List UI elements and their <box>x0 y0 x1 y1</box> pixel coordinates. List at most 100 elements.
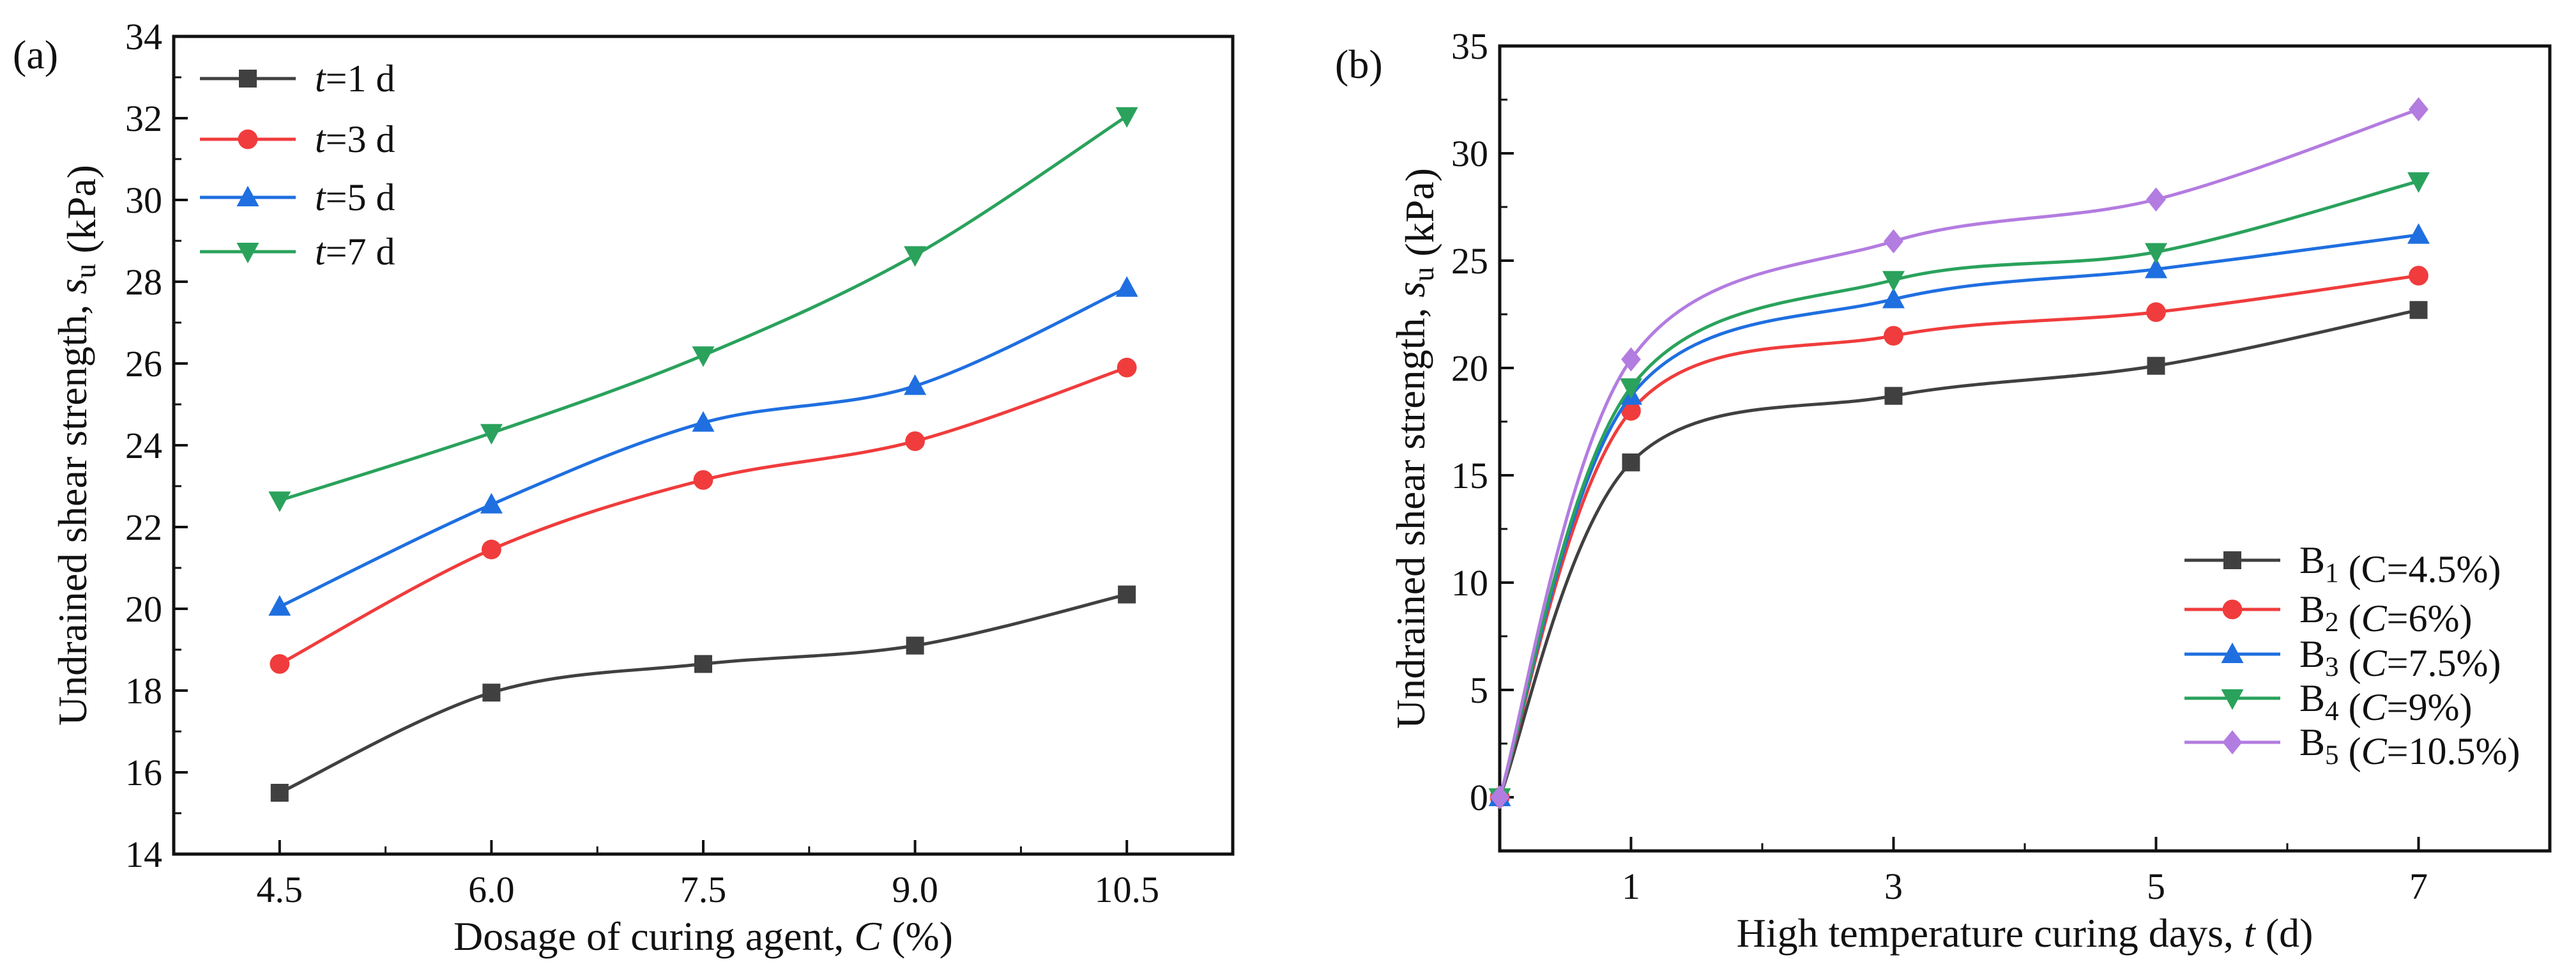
text-segment: t <box>315 231 326 273</box>
text-segment: B <box>2299 588 2325 631</box>
x-tick-label: 6.0 <box>468 869 515 910</box>
marker-circle <box>2409 266 2428 286</box>
y-tick-label: 30 <box>125 180 162 221</box>
series-line <box>1498 233 2419 798</box>
marker-circle <box>2222 599 2243 620</box>
marker-circle <box>238 129 258 149</box>
marker-diamond <box>1621 347 1641 372</box>
text-segment: High temperature curing days, <box>1737 910 2244 956</box>
y-tick-label: 26 <box>125 343 162 385</box>
series-1: t=1 d <box>200 57 1136 802</box>
marker-triangle-up <box>692 411 715 432</box>
text-segment: C <box>2361 642 2388 684</box>
text-segment: 2 <box>2325 608 2339 638</box>
y-tick-label: 5 <box>1470 669 1488 711</box>
text-segment: s <box>50 279 95 294</box>
marker-diamond <box>1490 785 1510 809</box>
text-segment: t <box>315 118 326 160</box>
legend-label: B3 (C=7.5%) <box>2299 633 2501 684</box>
text-segment: 3 <box>2325 652 2339 682</box>
text-segment: ( <box>2339 642 2361 684</box>
text-segment: =7.5%) <box>2387 642 2501 684</box>
marker-diamond <box>2222 730 2243 754</box>
series-line <box>1498 180 2420 798</box>
marker-square <box>482 684 501 702</box>
text-segment: (kPa) <box>1397 168 1442 267</box>
x-tick-label: 9.0 <box>892 869 938 910</box>
marker-triangle-down <box>1115 107 1138 128</box>
y-tick-label: 34 <box>125 16 162 57</box>
text-segment: s <box>1388 282 1433 298</box>
marker-square <box>270 784 289 802</box>
text-segment: C <box>2361 597 2388 639</box>
x-axis-label: Dosage of curing agent, C (%) <box>453 914 953 959</box>
chart-a: (a) 14 16 18 20 22 24 26 28 30 32 34 4.5 6.0 7.5 9.0 10.… <box>13 16 1235 959</box>
marker-triangle-down <box>1620 378 1642 399</box>
marker-square <box>2409 301 2428 319</box>
marker-triangle-down <box>692 346 715 367</box>
text-segment: (C=4.5%) <box>2339 548 2501 590</box>
y-axis-label: Undrained shear strength, su (kPa) <box>1388 168 1442 729</box>
y-axis-label: Undrained shear strength, su (kPa) <box>50 165 104 726</box>
y-tick-label: 18 <box>125 670 162 712</box>
text-segment: t <box>315 176 326 218</box>
y-tick-label: 10 <box>1451 562 1488 604</box>
marker-triangle-down <box>268 491 291 512</box>
marker-triangle-down <box>2221 689 2244 710</box>
text-segment: Dosage of curing agent, <box>453 914 854 959</box>
text-segment: =10.5%) <box>2387 730 2520 772</box>
legend-label: B2 (C=6%) <box>2299 588 2472 639</box>
text-segment: C <box>2361 730 2388 772</box>
marker-diamond <box>1884 229 1903 254</box>
text-segment: (%) <box>881 914 953 959</box>
series-1: B1 (C=4.5%) <box>1491 301 2501 806</box>
y-tick-label: 14 <box>125 834 162 875</box>
legend-label: t=7 d <box>315 231 395 273</box>
marker-square <box>1622 453 1640 471</box>
series-line <box>278 593 1127 795</box>
marker-triangle-up <box>2407 223 2430 244</box>
series-2: t=3 d <box>200 118 1137 674</box>
marker-triangle-up <box>480 493 503 514</box>
marker-triangle-up <box>2145 257 2167 279</box>
x-tick-label: 1 <box>1622 866 1640 907</box>
marker-diamond <box>2409 97 2428 122</box>
marker-square <box>239 70 257 88</box>
legend-label: B1 (C=4.5%) <box>2299 539 2501 590</box>
y-tick-label: 35 <box>1451 26 1488 67</box>
series-line <box>279 114 1128 502</box>
text-segment: 1 <box>2325 558 2339 588</box>
y-tick-label: 32 <box>125 98 162 139</box>
marker-diamond <box>2146 187 2166 212</box>
text-segment: Undrained shear strength, <box>50 294 95 726</box>
text-segment: =7 d <box>326 231 395 273</box>
marker-triangle-up <box>2221 642 2244 663</box>
marker-triangle-up <box>904 374 927 395</box>
y-tick-label: 20 <box>125 588 162 630</box>
text-segment: 4 <box>2325 696 2339 726</box>
text-segment: =6%) <box>2387 597 2473 639</box>
text-segment: (d) <box>2255 910 2313 956</box>
panel-label: (a) <box>13 32 58 77</box>
y-tick-label: 20 <box>1451 348 1488 389</box>
text-segment: 5 <box>2325 740 2339 770</box>
marker-square <box>1118 585 1136 604</box>
text-segment: u <box>1407 267 1440 282</box>
text-segment: B <box>2299 539 2325 581</box>
marker-triangle-up <box>1882 287 1905 309</box>
y-tick-label: 24 <box>125 425 162 466</box>
series-3: t=5 d <box>200 176 1138 616</box>
x-tick-label: 7.5 <box>680 869 727 910</box>
series-line <box>1498 107 2420 798</box>
marker-square <box>694 655 712 673</box>
legend-label: B4 (C=9%) <box>2299 677 2472 728</box>
text-segment: t <box>315 57 326 100</box>
marker-triangle-up <box>268 595 291 616</box>
text-segment: B <box>2299 633 2325 675</box>
y-tick-label: 22 <box>125 507 162 548</box>
x-tick-label: 3 <box>1884 866 1903 907</box>
marker-triangle-down <box>2407 172 2430 193</box>
marker-circle <box>270 654 290 674</box>
marker-triangle-up <box>1115 276 1138 297</box>
